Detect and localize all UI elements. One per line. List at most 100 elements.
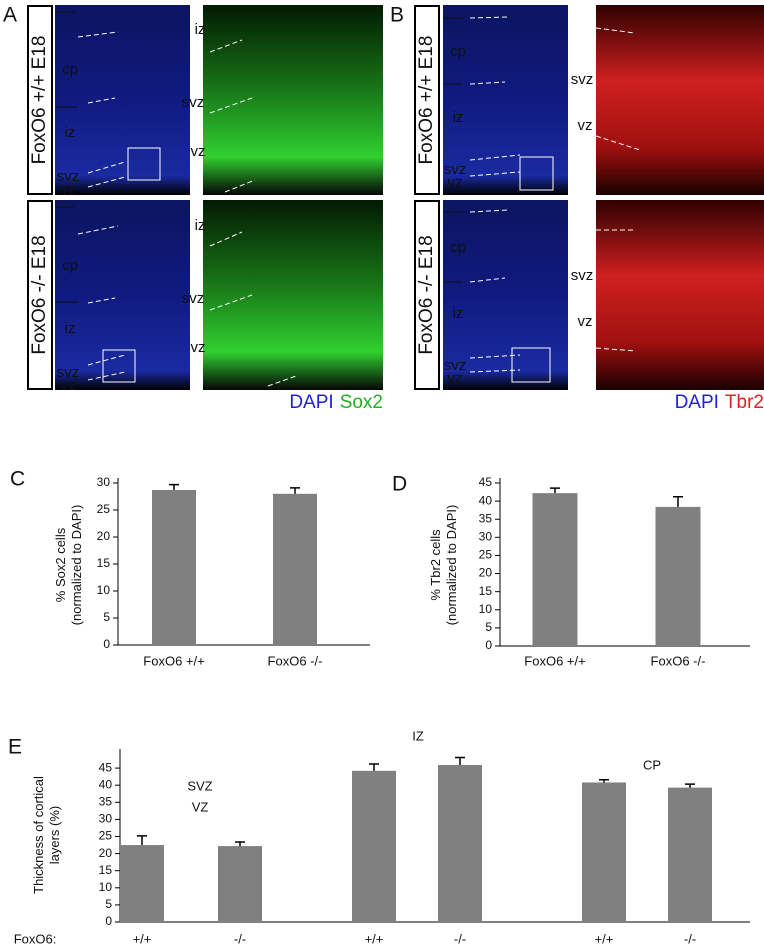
error-bar — [369, 763, 379, 771]
panel-label: D — [392, 473, 407, 496]
error-bar — [455, 756, 465, 766]
layer-label: iz — [65, 124, 76, 141]
genotype-label: FoxO6 +/+ E18 — [29, 36, 50, 165]
x-tick-label: FoxO6 +/+ — [524, 653, 585, 668]
layer-label: iz — [65, 320, 76, 337]
bar — [668, 787, 712, 922]
inset-box — [511, 347, 551, 383]
y-axis-label: % Sox2 cells(normalized to DAPI) — [53, 505, 84, 626]
y-tick-label: 5 — [105, 897, 112, 911]
panel-label: E — [8, 736, 22, 759]
y-axis-label: Thickness of corticallayers (%) — [31, 776, 62, 894]
layer-ticks — [55, 11, 462, 303]
y-tick-label: 45 — [99, 760, 113, 774]
error-bar — [550, 487, 560, 494]
inset-box — [519, 156, 554, 191]
x-tick-label: -/- — [454, 931, 466, 946]
layer-label: svz — [444, 161, 467, 178]
y-tick-label: 15 — [479, 584, 493, 598]
y-axis-label-line: layers (%) — [47, 806, 62, 865]
y-tick-label: 0 — [485, 638, 492, 652]
y-axis-label-line: Thickness of cortical — [31, 776, 46, 894]
bar — [152, 490, 196, 645]
layer-label: svz — [57, 364, 80, 381]
panel-label: C — [10, 468, 25, 491]
layer-label: cp — [62, 257, 78, 274]
group-label: VZ — [192, 799, 209, 814]
layer-label: cp — [450, 239, 466, 256]
stain-name: DAPI — [675, 392, 719, 413]
x-prefix: FoxO6: — [14, 931, 57, 946]
y-tick-label: 30 — [99, 812, 113, 826]
bar — [532, 493, 578, 646]
layer-label: vz — [448, 174, 463, 191]
stain-name: Tbr2 — [725, 392, 764, 413]
genotype-label: FoxO6 -/- E18 — [29, 235, 50, 354]
image — [443, 200, 568, 390]
image — [596, 5, 764, 195]
layer-label: svz — [571, 267, 594, 284]
y-tick-label: 10 — [479, 602, 493, 616]
layer-label: iz — [453, 305, 464, 322]
group-label: IZ — [412, 728, 424, 743]
layer-label: svz — [57, 168, 80, 185]
bar — [273, 493, 317, 645]
y-axis-label-line: (normalized to DAPI) — [444, 505, 459, 626]
x-tick-label: +/+ — [365, 931, 384, 946]
layer-label: vz — [61, 377, 76, 394]
layer-borders — [77, 16, 641, 387]
charts: C% Sox2 cells(normalized to DAPI)0510152… — [8, 468, 750, 946]
y-tick-label: 40 — [99, 777, 113, 791]
y-tick-label: 20 — [97, 529, 111, 543]
layer-label: iz — [453, 109, 464, 126]
image — [203, 5, 383, 195]
bar — [438, 765, 482, 922]
y-tick-label: 25 — [479, 548, 493, 562]
x-tick-label: -/- — [684, 931, 696, 946]
layer-label: vz — [448, 370, 463, 387]
y-tick-label: 40 — [479, 493, 493, 507]
stain-legend: DAPI Tbr2 — [675, 392, 764, 413]
y-tick-label: 35 — [479, 511, 493, 525]
x-tick-label: FoxO6 -/- — [651, 653, 706, 668]
layer-label: iz — [195, 217, 206, 234]
group-label: CP — [643, 757, 661, 772]
y-axis-label-line: (normalized to DAPI) — [69, 505, 84, 626]
y-tick-label: 45 — [479, 475, 493, 489]
error-bar — [290, 487, 300, 494]
y-tick-label: 20 — [479, 566, 493, 580]
y-tick-label: 0 — [105, 914, 112, 928]
layer-label: vz — [578, 313, 593, 330]
y-tick-label: 25 — [99, 829, 113, 843]
layer-label: svz — [182, 290, 205, 307]
inset-box — [102, 349, 136, 383]
layer-label: svz — [182, 94, 205, 111]
group-label: SVZ — [187, 778, 212, 793]
layer-label: cp — [450, 43, 466, 60]
layer-label: vz — [578, 117, 593, 134]
image — [443, 5, 568, 195]
error-bar — [235, 841, 245, 847]
bar — [120, 845, 164, 922]
layer-label: iz — [195, 21, 206, 38]
y-axis-label-line: % Tbr2 cells — [428, 529, 443, 601]
panel-label: B — [390, 4, 404, 27]
y-tick-label: 5 — [485, 620, 492, 634]
bar — [218, 846, 262, 922]
stain-name: Sox2 — [340, 392, 383, 413]
error-bar — [137, 835, 147, 846]
bar — [352, 770, 396, 922]
layer-label: svz — [444, 357, 467, 374]
layer-label: svz — [571, 71, 594, 88]
y-axis-label-line: % Sox2 cells — [53, 527, 68, 602]
stain-name: DAPI — [289, 392, 333, 413]
image — [55, 5, 190, 195]
x-tick-label: +/+ — [595, 931, 614, 946]
image — [203, 200, 383, 390]
inset-box — [127, 147, 161, 181]
y-tick-label: 15 — [99, 863, 113, 877]
x-tick-label: -/- — [234, 931, 246, 946]
micrographs — [27, 5, 764, 390]
